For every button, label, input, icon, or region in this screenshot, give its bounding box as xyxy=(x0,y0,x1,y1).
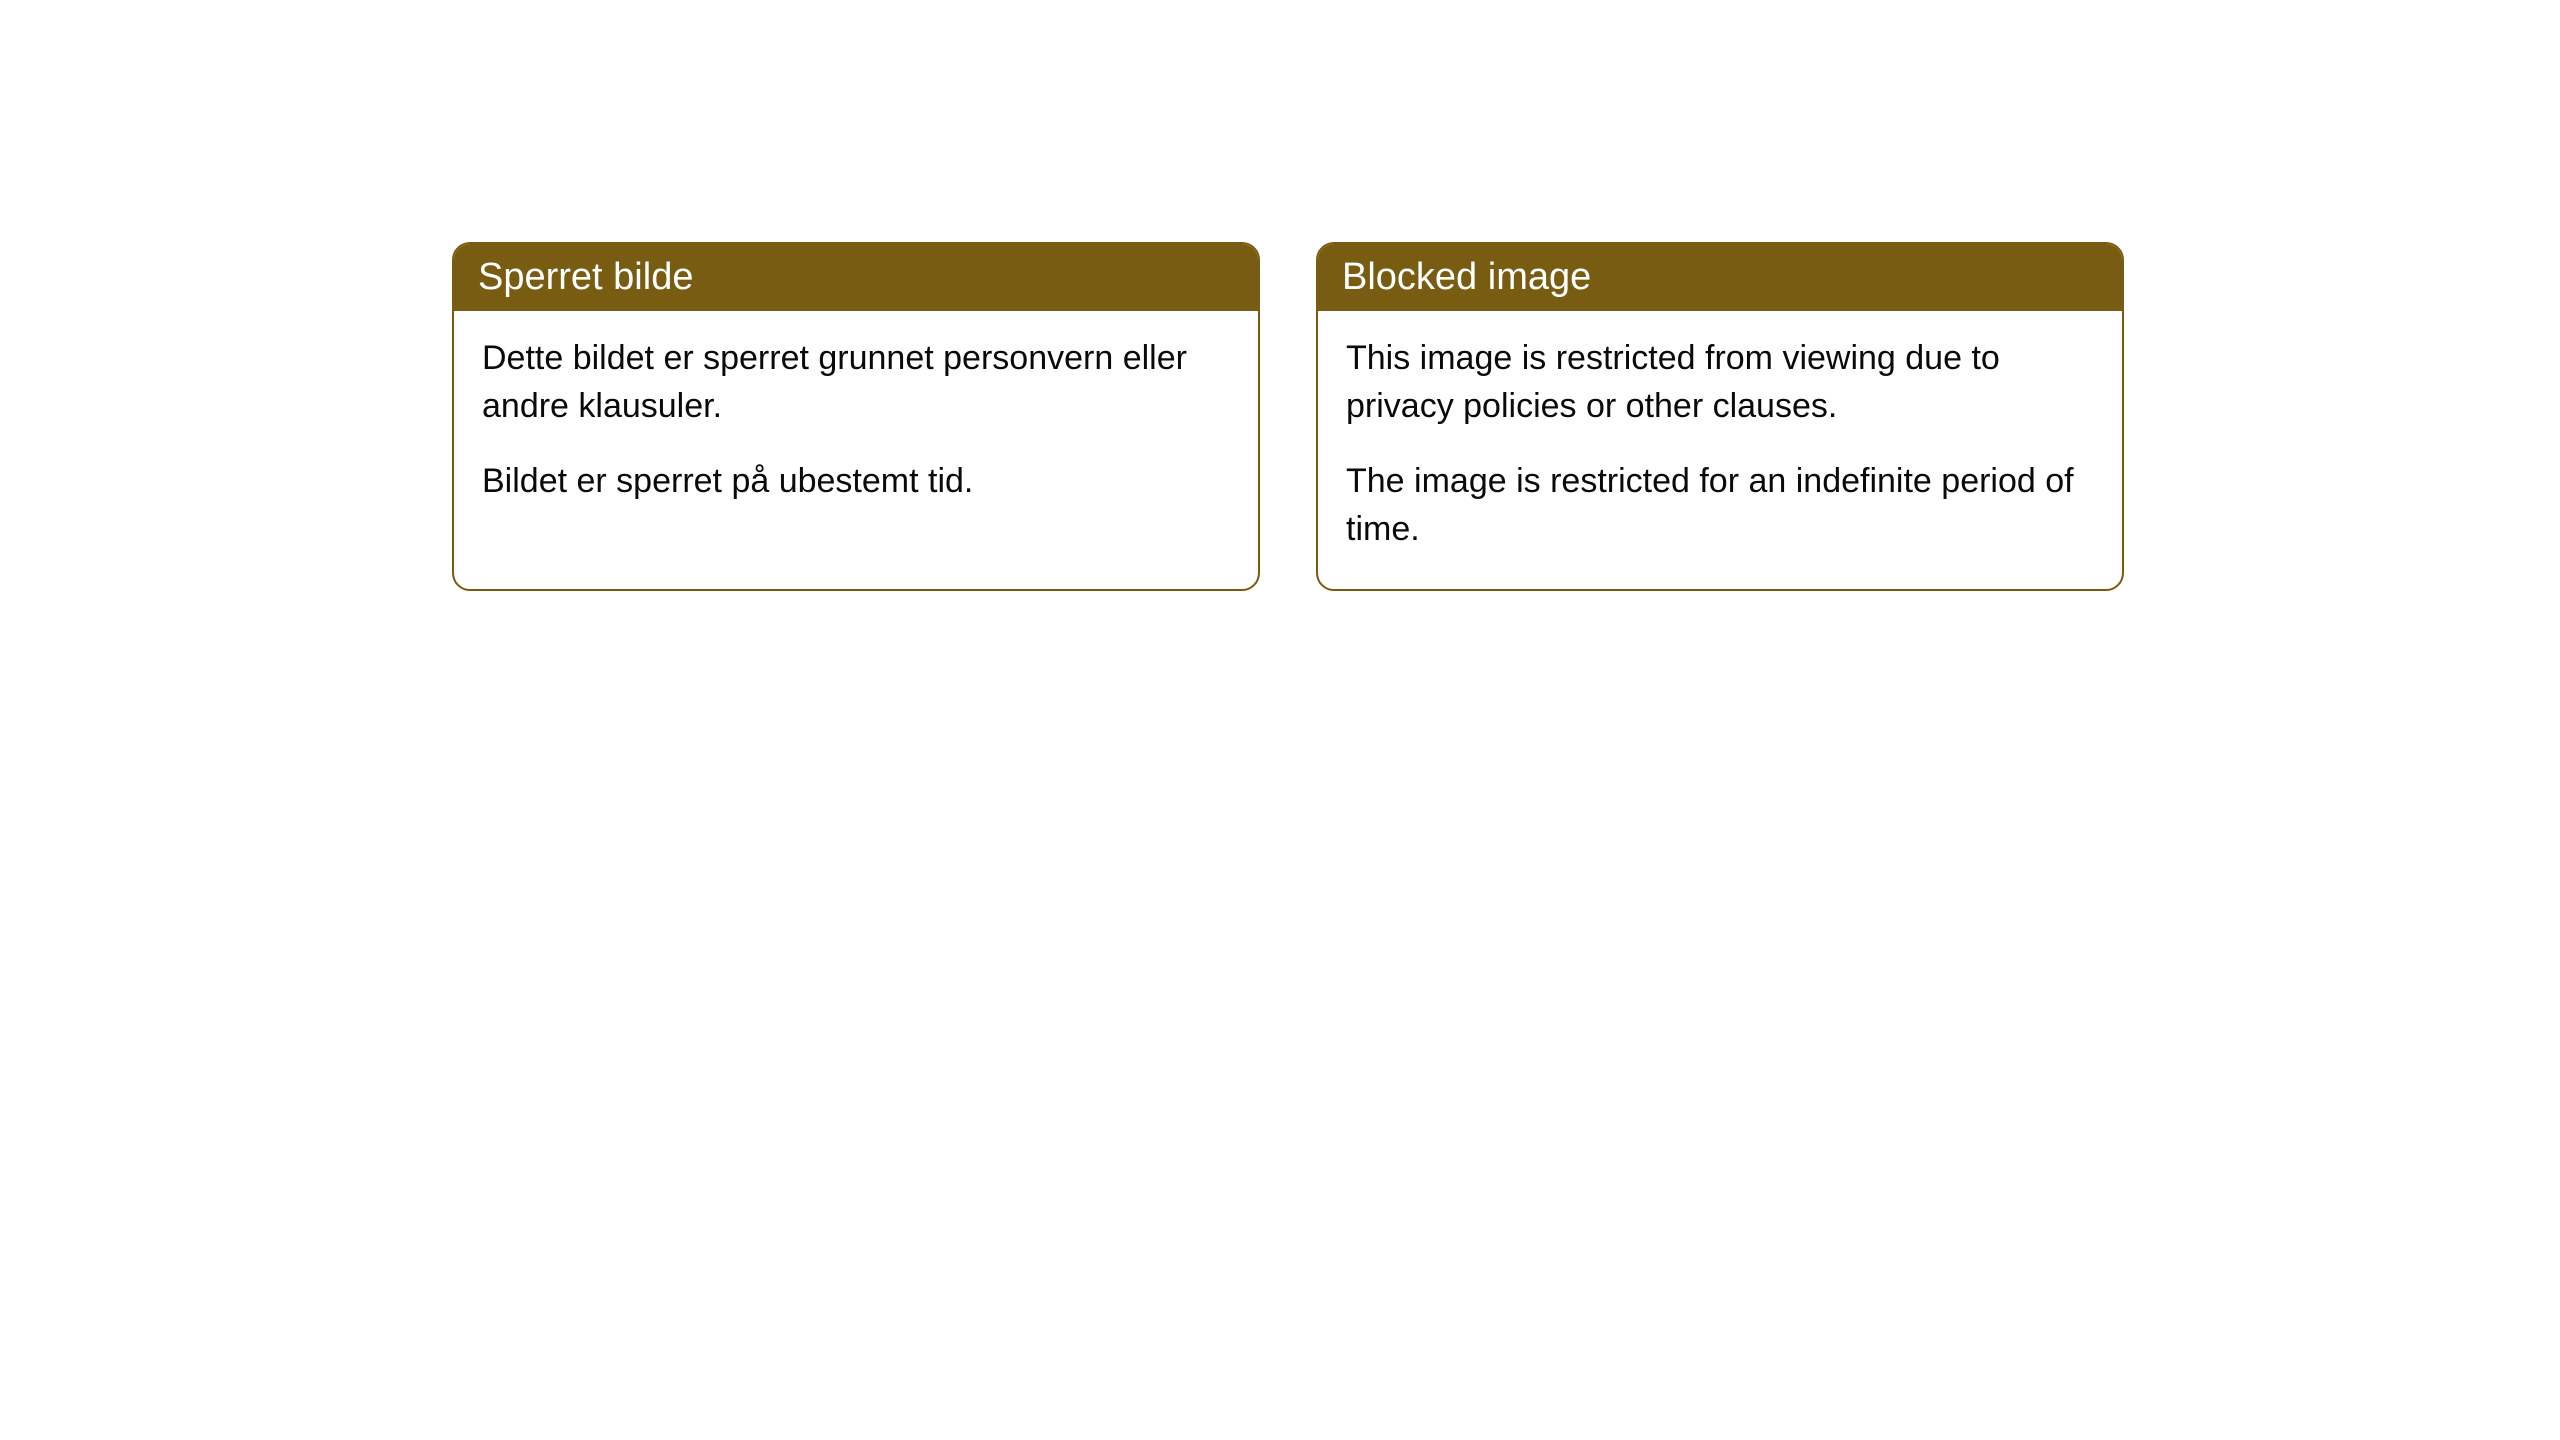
notice-body-norwegian: Dette bildet er sperret grunnet personve… xyxy=(454,311,1258,542)
notice-paragraph: Dette bildet er sperret grunnet personve… xyxy=(482,335,1230,430)
notice-body-english: This image is restricted from viewing du… xyxy=(1318,311,2122,589)
notice-header-norwegian: Sperret bilde xyxy=(454,244,1258,311)
notice-paragraph: Bildet er sperret på ubestemt tid. xyxy=(482,458,1230,506)
notice-paragraph: This image is restricted from viewing du… xyxy=(1346,335,2094,430)
notice-card-norwegian: Sperret bilde Dette bildet er sperret gr… xyxy=(452,242,1260,591)
notice-title: Blocked image xyxy=(1342,256,1591,298)
notice-paragraph: The image is restricted for an indefinit… xyxy=(1346,458,2094,553)
notice-cards-container: Sperret bilde Dette bildet er sperret gr… xyxy=(452,242,2124,591)
notice-title: Sperret bilde xyxy=(478,256,693,298)
notice-header-english: Blocked image xyxy=(1318,244,2122,311)
notice-card-english: Blocked image This image is restricted f… xyxy=(1316,242,2124,591)
